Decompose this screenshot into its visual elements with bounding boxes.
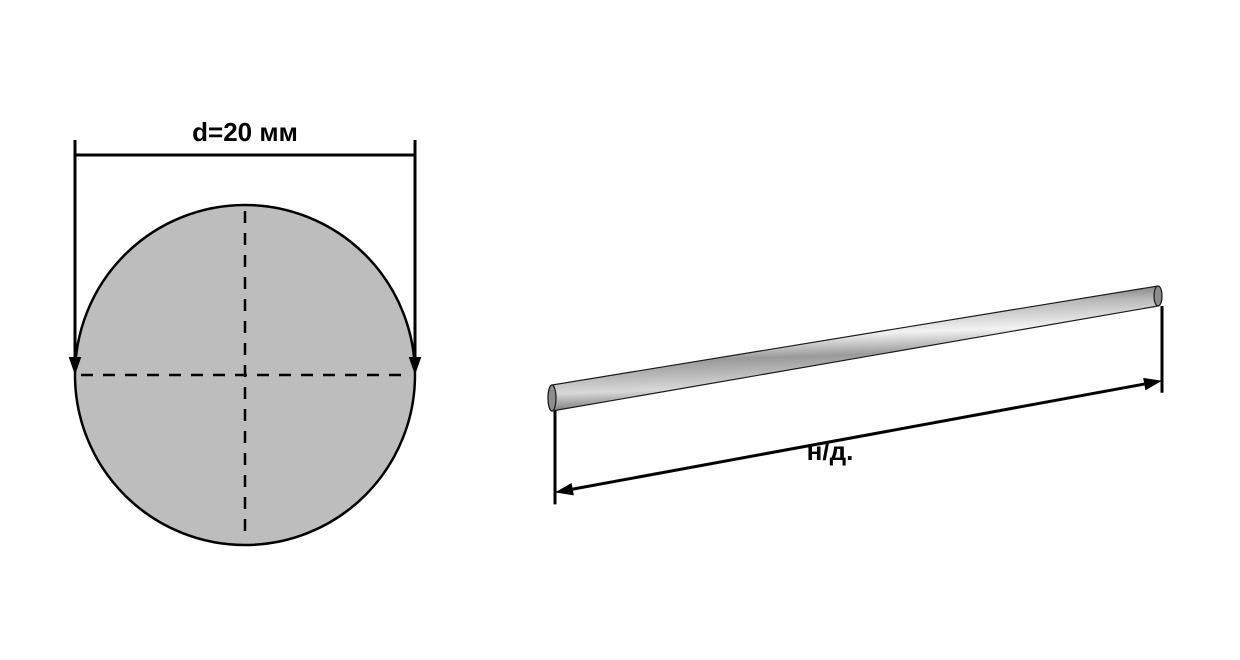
rod-body	[548, 286, 1162, 411]
length-label: н/д.	[807, 436, 854, 466]
rod-endcap-left	[548, 385, 556, 411]
diagram-container: d=20 мм н/д.	[0, 0, 1240, 660]
length-dimension-line	[573, 384, 1145, 489]
length-arrow-right	[1143, 378, 1162, 390]
rod-endcap-right	[1154, 286, 1162, 306]
rod-3d	[548, 286, 1162, 411]
length-arrow-left	[555, 483, 574, 495]
diameter-label: d=20 мм	[192, 117, 298, 147]
cross-section	[75, 205, 415, 545]
diagram-svg: d=20 мм н/д.	[0, 0, 1240, 660]
